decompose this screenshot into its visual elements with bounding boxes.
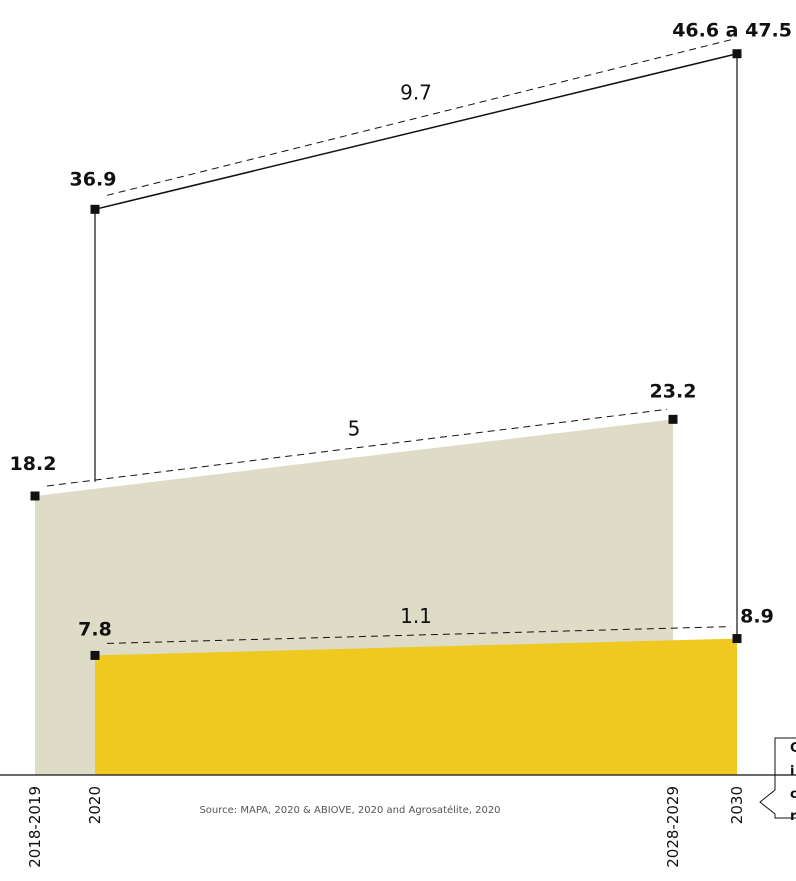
x-tick-labels: 2018-2019 2020 2028-2029 2030	[26, 786, 746, 868]
callout-letter-1: C	[790, 741, 796, 756]
areas-layer	[35, 419, 737, 775]
value-label-outline-2020: 36.9	[70, 168, 117, 190]
x-tick-2018-2019: 2018-2019	[26, 786, 44, 868]
marker-beige-2018-2019	[31, 491, 40, 500]
marker-outline-2020	[91, 205, 100, 214]
callout-letter-3: c	[790, 787, 796, 802]
value-label-beige-2028-2029: 23.2	[650, 380, 697, 402]
area-yellow	[95, 639, 737, 775]
difference-label-beige: 5	[348, 417, 361, 441]
value-label-yellow-2030: 8.9	[740, 606, 774, 628]
x-tick-2020: 2020	[86, 786, 104, 824]
callout-bracket: C i c r	[760, 738, 796, 824]
x-tick-2030: 2030	[728, 786, 746, 824]
dashed-trend-outline	[107, 40, 731, 196]
value-label-outline-2030: 46.6 a 47.5	[672, 20, 792, 42]
marker-yellow-2030	[733, 634, 742, 643]
marker-beige-2028-2029	[669, 415, 678, 424]
value-label-beige-2018-2019: 18.2	[10, 453, 57, 475]
callout-letter-2: i	[790, 764, 794, 779]
difference-label-yellow: 1.1	[400, 604, 432, 628]
difference-label-outline: 9.7	[400, 81, 432, 105]
marker-yellow-2020	[91, 651, 100, 660]
marker-outline-2030	[733, 49, 742, 58]
x-tick-2028-2029: 2028-2029	[664, 786, 682, 868]
value-label-yellow-2020: 7.8	[78, 618, 112, 640]
source-note: Source: MAPA, 2020 & ABIOVE, 2020 and Ag…	[199, 804, 500, 816]
callout-letter-4: r	[790, 809, 796, 824]
outline-top-edge	[95, 54, 737, 210]
